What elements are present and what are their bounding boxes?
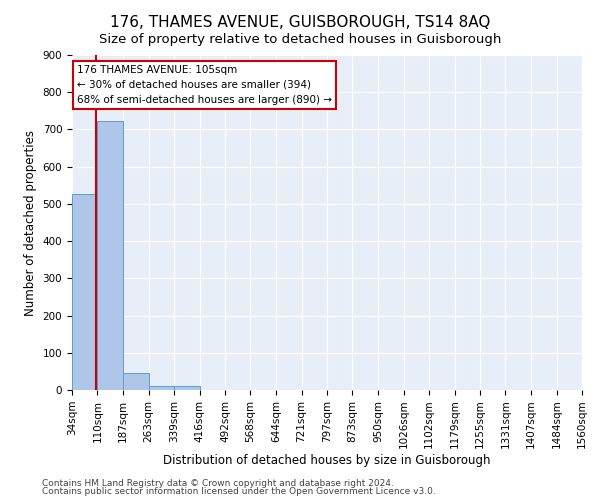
Y-axis label: Number of detached properties: Number of detached properties <box>24 130 37 316</box>
Text: 176 THAMES AVENUE: 105sqm
← 30% of detached houses are smaller (394)
68% of semi: 176 THAMES AVENUE: 105sqm ← 30% of detac… <box>77 65 332 104</box>
Text: 176, THAMES AVENUE, GUISBOROUGH, TS14 8AQ: 176, THAMES AVENUE, GUISBOROUGH, TS14 8A… <box>110 15 490 30</box>
Bar <box>97 120 123 390</box>
Bar <box>72 194 97 390</box>
Text: Contains public sector information licensed under the Open Government Licence v3: Contains public sector information licen… <box>42 487 436 496</box>
Bar <box>149 386 174 390</box>
Bar <box>174 386 200 390</box>
Text: Contains HM Land Registry data © Crown copyright and database right 2024.: Contains HM Land Registry data © Crown c… <box>42 478 394 488</box>
Bar <box>123 372 149 390</box>
Text: Size of property relative to detached houses in Guisborough: Size of property relative to detached ho… <box>99 32 501 46</box>
X-axis label: Distribution of detached houses by size in Guisborough: Distribution of detached houses by size … <box>163 454 491 467</box>
